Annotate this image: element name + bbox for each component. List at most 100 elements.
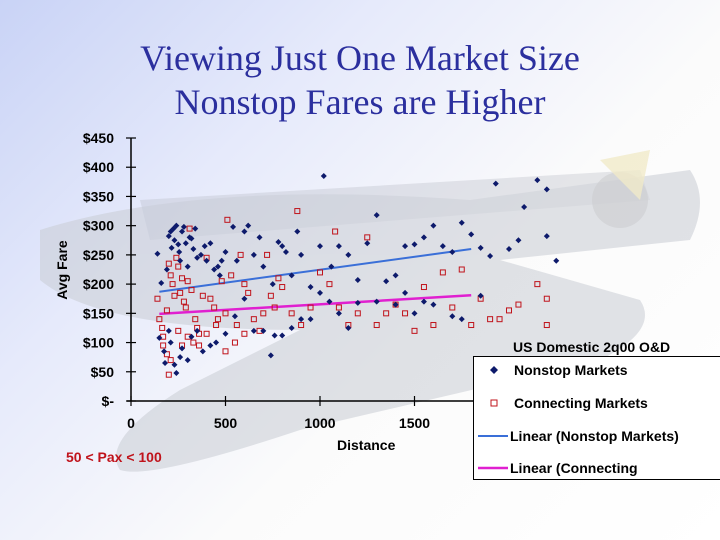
nonstop-point bbox=[245, 222, 252, 229]
nonstop-trendline bbox=[159, 248, 472, 293]
nonstop-point bbox=[192, 225, 199, 232]
nonstop-point bbox=[241, 228, 248, 235]
nonstop-point bbox=[256, 234, 263, 241]
connecting-point bbox=[224, 216, 231, 223]
y-tick-label: $450 bbox=[83, 130, 114, 146]
nonstop-point bbox=[176, 248, 183, 255]
nonstop-point bbox=[477, 244, 484, 251]
connecting-point bbox=[211, 304, 218, 311]
slide-title-line1: Viewing Just One Market Size bbox=[140, 38, 580, 78]
nonstop-point bbox=[194, 254, 201, 261]
connecting-point bbox=[458, 266, 465, 273]
connecting-point bbox=[332, 228, 339, 235]
nonstop-point bbox=[267, 352, 274, 359]
connecting-point bbox=[515, 301, 522, 308]
nonstop-point bbox=[260, 327, 267, 334]
nonstop-point bbox=[288, 272, 295, 279]
nonstop-point bbox=[250, 251, 257, 258]
trendlines bbox=[159, 248, 472, 316]
nonstop-point bbox=[335, 310, 342, 317]
connecting-point bbox=[154, 295, 161, 302]
connecting-point bbox=[279, 284, 286, 291]
connecting-point bbox=[222, 310, 229, 317]
nonstop-point bbox=[230, 223, 237, 230]
connecting-point bbox=[317, 269, 323, 276]
nonstop-point bbox=[222, 330, 229, 337]
nonstop-point bbox=[194, 327, 201, 334]
nonstop-point bbox=[201, 243, 208, 250]
connecting-point bbox=[196, 342, 203, 349]
nonstop-point bbox=[269, 281, 276, 288]
connecting-point bbox=[373, 322, 380, 329]
nonstop-point bbox=[354, 277, 361, 284]
nonstop-point bbox=[420, 234, 427, 241]
connecting-point bbox=[159, 324, 166, 331]
nonstop-point bbox=[162, 360, 169, 367]
connecting-point bbox=[364, 234, 371, 241]
connecting-point bbox=[163, 307, 170, 314]
connecting-point bbox=[449, 304, 456, 311]
nonstop-point bbox=[207, 342, 214, 349]
nonstop-point bbox=[156, 334, 163, 341]
nonstop-point bbox=[184, 263, 191, 270]
nonstop-point bbox=[180, 223, 187, 230]
nonstop-point bbox=[288, 324, 295, 331]
nonstop-point bbox=[521, 203, 528, 210]
nonstop-point bbox=[218, 257, 225, 264]
connecting-point bbox=[288, 310, 295, 317]
x-axis-title: Distance bbox=[337, 437, 396, 453]
connecting-point bbox=[420, 284, 427, 291]
x-tick-label: 1000 bbox=[304, 415, 335, 431]
nonstop-point bbox=[233, 257, 240, 264]
nonstop-point bbox=[177, 354, 184, 361]
nonstop-point bbox=[345, 324, 352, 331]
nonstop-point bbox=[534, 177, 541, 184]
connecting-point bbox=[402, 310, 409, 317]
nonstop-point bbox=[392, 301, 399, 308]
y-tick-label: $200 bbox=[83, 276, 114, 292]
nonstop-point bbox=[326, 298, 333, 305]
legend-item-nonstop-trend: Linear (Nonstop Markets) bbox=[474, 425, 679, 447]
nonstop-point bbox=[214, 263, 221, 270]
connecting-point bbox=[439, 269, 446, 276]
chart-legend: Nonstop Markets Connecting Markets Linea… bbox=[473, 356, 720, 480]
nonstop-point bbox=[515, 237, 522, 244]
nonstop-point bbox=[188, 333, 195, 340]
nonstop-point bbox=[171, 361, 178, 368]
connecting-point bbox=[222, 348, 229, 355]
nonstop-point bbox=[298, 316, 305, 323]
nonstop-point bbox=[173, 222, 180, 229]
nonstop-point bbox=[279, 243, 286, 250]
connecting-point bbox=[271, 304, 278, 311]
connecting-point bbox=[169, 281, 176, 288]
nonstop-point bbox=[165, 327, 172, 334]
connecting-point bbox=[543, 322, 550, 329]
x-tick-label: 1500 bbox=[399, 415, 430, 431]
connecting-point bbox=[186, 225, 193, 232]
nonstop-point bbox=[553, 257, 560, 264]
y-tick-label: $250 bbox=[83, 247, 114, 263]
nonstop-point bbox=[203, 257, 210, 264]
nonstop-point bbox=[354, 299, 361, 306]
nonstop-point bbox=[275, 239, 282, 246]
connecting-point bbox=[199, 292, 206, 299]
connecting-point bbox=[192, 316, 199, 323]
data-points bbox=[154, 172, 560, 378]
nonstop-point bbox=[487, 253, 494, 260]
connecting-point bbox=[171, 292, 178, 299]
connecting-point bbox=[237, 251, 244, 258]
magenta-line-icon bbox=[478, 466, 508, 470]
nonstop-point bbox=[207, 240, 214, 247]
nonstop-point bbox=[402, 243, 409, 250]
nonstop-point bbox=[171, 237, 178, 244]
nonstop-point bbox=[260, 263, 267, 270]
nonstop-point bbox=[294, 228, 301, 235]
y-tick-label: $- bbox=[102, 393, 115, 409]
nonstop-point bbox=[439, 243, 446, 250]
connecting-point bbox=[250, 316, 257, 323]
nonstop-point bbox=[364, 240, 371, 247]
open-square-marker-icon bbox=[490, 399, 498, 407]
nonstop-point bbox=[241, 295, 248, 302]
connecting-point bbox=[228, 272, 235, 279]
connecting-point bbox=[264, 251, 271, 258]
